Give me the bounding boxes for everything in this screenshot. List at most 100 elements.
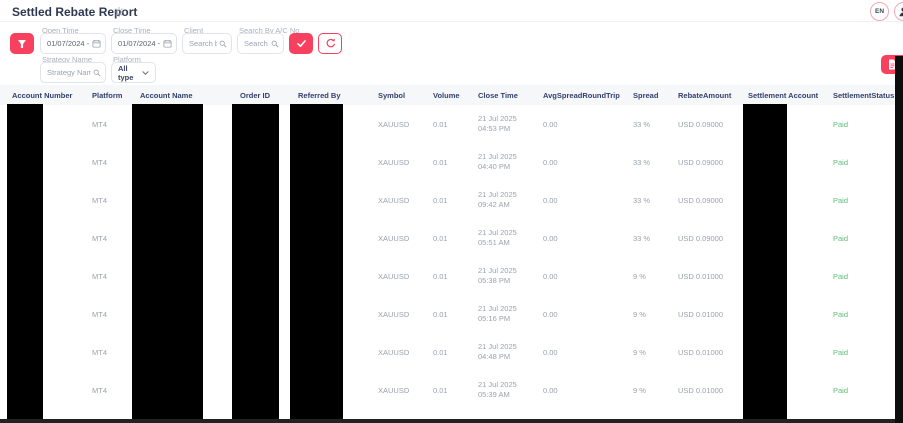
cell-avg-spread-round-trip: 0.00 [543, 271, 558, 281]
top-bar: Settled Rebate Report EN [0, 0, 903, 22]
column-header-settlement-account: Settlement Account [740, 85, 825, 105]
table-header-row: Account Number Platform Account Name Order … [0, 85, 903, 105]
cell-rebate-amount: USD 0.09000 [678, 233, 724, 243]
cell-avg-spread-round-trip: 0.00 [543, 157, 558, 167]
redaction-bar-account-name [132, 104, 203, 423]
cell-spread: 9 % [633, 271, 646, 281]
cell-spread: 33 % [633, 195, 651, 205]
cell-platform: MT4 [92, 385, 107, 395]
cell-volume: 0.01 [433, 347, 448, 357]
table-row: MT4 XAUUSD 0.01 21 Jul 2025 05:51 AM 0.00 33 %… [0, 219, 903, 257]
ac-no-search-input[interactable] [244, 39, 269, 48]
column-header-account-name: Account Name [132, 85, 232, 105]
cell-settlement-status: Paid [833, 309, 849, 319]
cell-spread: 33 % [633, 119, 651, 129]
client-field[interactable] [182, 33, 232, 54]
cell-volume: 0.01 [433, 195, 448, 205]
strategy-name-input[interactable] [47, 68, 91, 77]
ac-no-field[interactable] [237, 33, 284, 54]
column-header-volume: Volume [425, 85, 470, 105]
cell-spread: 33 % [633, 233, 651, 243]
chevron-down-icon [142, 70, 149, 76]
calendar-icon [163, 39, 172, 48]
cell-spread: 9 % [633, 347, 646, 357]
column-header-close-time: Close Time [470, 85, 535, 105]
cell-close-time: 21 Jul 2025 05:16 PM [478, 304, 517, 323]
cell-close-time: 21 Jul 2025 04:40 PM [478, 152, 517, 171]
cell-avg-spread-round-trip: 0.00 [543, 309, 558, 319]
reset-undo-icon [325, 38, 336, 49]
cell-platform: MT4 [92, 271, 107, 281]
cell-settlement-status: Paid [833, 271, 849, 281]
document-export-icon [888, 59, 897, 70]
page-title: Settled Rebate Report [12, 5, 138, 19]
language-label: EN [874, 8, 885, 15]
table-row: MT4 XAUUSD 0.01 21 Jul 2025 05:39 AM 0.00 9 % U… [0, 371, 903, 409]
cell-volume: 0.01 [433, 119, 448, 129]
cell-settlement-status: Paid [833, 385, 849, 395]
cell-symbol: XAUUSD [378, 385, 410, 395]
close-time-field[interactable] [111, 33, 177, 54]
table-row: MT4 XAUUSD 0.01 21 Jul 2025 05:38 PM 0.00 9 % U… [0, 257, 903, 295]
strategy-name-field[interactable] [40, 62, 106, 83]
report-table: Account Number Platform Account Name Order … [0, 85, 903, 423]
cell-symbol: XAUUSD [378, 233, 410, 243]
cell-settlement-status: Paid [833, 157, 849, 167]
cell-rebate-amount: USD 0.09000 [678, 119, 724, 129]
redaction-bar-order-id [232, 104, 279, 423]
platform-select[interactable]: All type [111, 62, 156, 83]
cell-volume: 0.01 [433, 309, 448, 319]
column-header-order-id: Order ID [232, 85, 290, 105]
cell-volume: 0.01 [433, 385, 448, 395]
open-time-label: Open Time [42, 26, 79, 35]
client-search-input[interactable] [189, 39, 217, 48]
cell-rebate-amount: USD 0.01000 [678, 385, 724, 395]
filter-funnel-icon [17, 39, 27, 49]
cell-settlement-status: Paid [833, 195, 849, 205]
cell-avg-spread-round-trip: 0.00 [543, 119, 558, 129]
settings-gear-icon[interactable] [113, 6, 125, 18]
apply-filters-button[interactable] [289, 33, 313, 54]
cell-settlement-status: Paid [833, 347, 849, 357]
column-header-avgspreadroundtrip: AvgSpreadRoundTrip [535, 85, 625, 105]
column-header-settlementstatus: SettlementStatus [825, 85, 903, 105]
cell-platform: MT4 [92, 119, 107, 129]
cell-close-time: 21 Jul 2025 05:51 AM [478, 228, 517, 247]
close-time-input[interactable] [118, 39, 161, 48]
search-icon [219, 40, 227, 48]
search-icon [271, 40, 279, 48]
cell-avg-spread-round-trip: 0.00 [543, 347, 558, 357]
close-time-label: Close Time [113, 26, 151, 35]
horizontal-scrollbar[interactable] [0, 419, 895, 423]
column-header-account-number: Account Number [0, 85, 84, 105]
cell-rebate-amount: USD 0.09000 [678, 157, 724, 167]
cell-settlement-status: Paid [833, 233, 849, 243]
filter-toggle-button[interactable] [10, 33, 34, 54]
column-header-platform: Platform [84, 85, 132, 105]
language-button[interactable]: EN [870, 2, 889, 21]
ac-no-label: Search By A/C No [239, 26, 300, 35]
cell-close-time: 21 Jul 2025 04:53 PM [478, 114, 517, 133]
calendar-icon [92, 39, 101, 48]
table-row: MT4 XAUUSD 0.01 21 Jul 2025 04:53 PM 0.00 33 %… [0, 105, 903, 143]
cell-platform: MT4 [92, 195, 107, 205]
profile-button[interactable] [894, 2, 903, 21]
table-row: MT4 XAUUSD 0.01 21 Jul 2025 04:40 PM 0.00 33 %… [0, 143, 903, 181]
cell-avg-spread-round-trip: 0.00 [543, 385, 558, 395]
cell-rebate-amount: USD 0.01000 [678, 347, 724, 357]
cell-spread: 9 % [633, 309, 646, 319]
cell-symbol: XAUUSD [378, 119, 410, 129]
column-header-rebateamount: RebateAmount [670, 85, 740, 105]
cell-platform: MT4 [92, 157, 107, 167]
table-row: MT4 XAUUSD 0.01 21 Jul 2025 09:42 AM 0.00 33 %… [0, 181, 903, 219]
reset-filters-button[interactable] [318, 33, 342, 54]
cell-platform: MT4 [92, 233, 107, 243]
cell-close-time: 21 Jul 2025 04:48 PM [478, 342, 517, 361]
platform-selected-value: All type [118, 63, 134, 82]
open-time-field[interactable] [40, 33, 106, 54]
cell-avg-spread-round-trip: 0.00 [543, 195, 558, 205]
cell-close-time: 21 Jul 2025 05:39 AM [478, 380, 517, 399]
filter-panel: Open Time Close Time [0, 22, 903, 85]
cell-platform: MT4 [92, 309, 107, 319]
open-time-input[interactable] [47, 39, 90, 48]
